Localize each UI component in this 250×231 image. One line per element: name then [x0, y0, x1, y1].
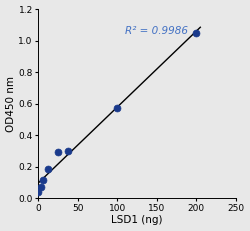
- Point: [36, 190, 40, 194]
- Point: [39, 185, 43, 189]
- Point: [66, 149, 70, 153]
- Point: [46, 167, 50, 171]
- X-axis label: LSD1 (ng): LSD1 (ng): [111, 216, 163, 225]
- Y-axis label: OD450 nm: OD450 nm: [6, 76, 16, 132]
- Point: [115, 106, 119, 110]
- Point: [194, 31, 198, 35]
- Point: [56, 151, 60, 154]
- Text: R² = 0.9986: R² = 0.9986: [125, 26, 188, 36]
- Point: [41, 178, 45, 182]
